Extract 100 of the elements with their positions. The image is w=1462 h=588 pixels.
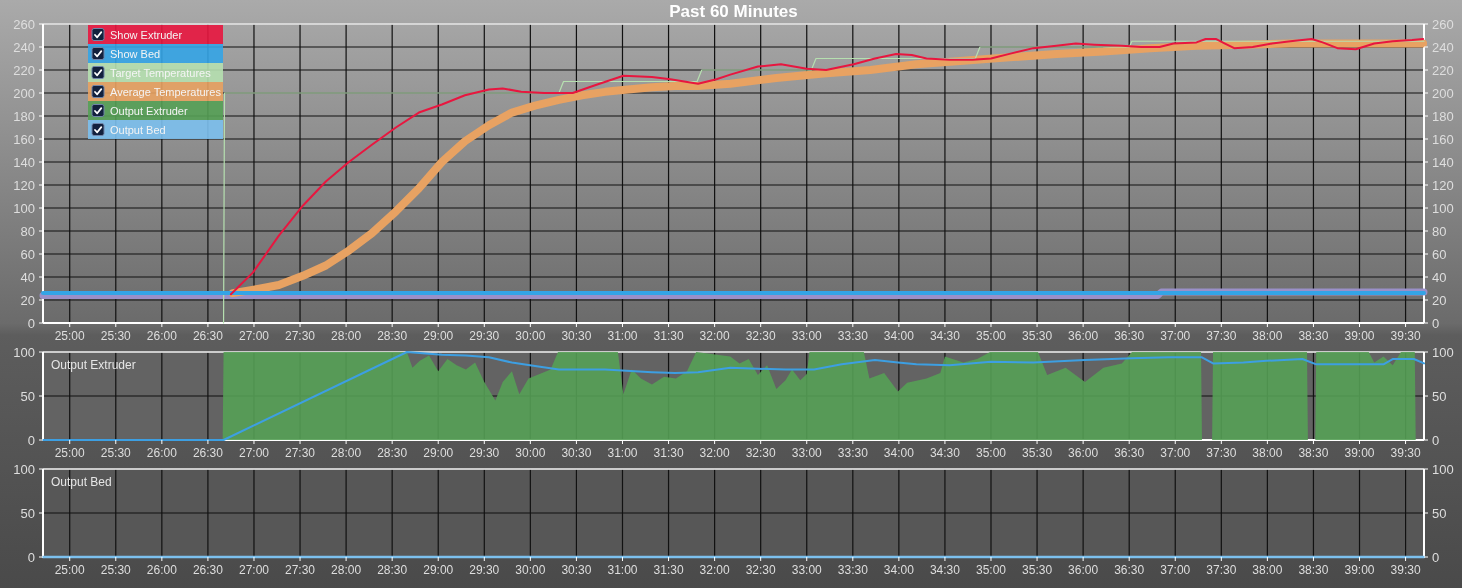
y2-tick-label: 40 — [1432, 269, 1447, 285]
y-tick-label: 140 — [13, 154, 35, 170]
y-tick-label: 0 — [27, 432, 35, 448]
x-tick-label: 27:00 — [238, 563, 270, 577]
x-tick-label: 26:00 — [146, 446, 178, 460]
x-tick-label: 30:30 — [561, 329, 592, 343]
x-tick-label: 29:00 — [423, 329, 454, 343]
x-tick-label: 36:00 — [1068, 329, 1099, 343]
text: Show Bed — [110, 47, 161, 60]
x-tick-label: 31:00 — [607, 329, 638, 343]
x-tick-label: 30:30 — [561, 563, 592, 577]
x-tick-label: 36:00 — [1068, 563, 1099, 577]
y-tick-label: 100 — [13, 200, 35, 216]
x-tick-label: 37:00 — [1160, 446, 1191, 460]
y-tick-label: 260 — [13, 16, 35, 32]
x-tick-label: 39:30 — [1390, 446, 1421, 460]
x-tick-label: 35:00 — [975, 563, 1007, 577]
x-tick-label: 33:30 — [837, 329, 869, 343]
x-tick-label: 28:30 — [377, 563, 408, 577]
x-tick-label: 29:00 — [423, 446, 454, 460]
x-tick-label: 30:00 — [515, 329, 546, 343]
y-tick-label: 80 — [20, 223, 35, 239]
x-tick-label: 30:30 — [561, 446, 592, 460]
x-tick-label: 28:30 — [377, 329, 408, 343]
text: Average Temperatures — [110, 85, 222, 98]
x-tick-label: 28:00 — [331, 563, 362, 577]
x-tick-label: 26:30 — [192, 446, 224, 460]
x-tick-label: 36:30 — [1114, 329, 1145, 343]
y-tick-label: 60 — [20, 246, 35, 262]
x-tick-label: 36:30 — [1114, 563, 1145, 577]
text: Output Bed — [51, 475, 112, 489]
y2-tick-label: 100 — [1432, 461, 1454, 477]
x-tick-label: 31:30 — [653, 446, 684, 460]
text: Output Bed — [110, 123, 166, 136]
x-tick-label: 37:00 — [1160, 329, 1191, 343]
y-tick-label: 50 — [20, 388, 35, 404]
x-tick-label: 27:30 — [285, 329, 316, 343]
x-tick-label: 25:30 — [100, 329, 132, 343]
x-tick-label: 36:00 — [1068, 446, 1099, 460]
series-label: Target Temperatures — [110, 66, 212, 79]
y-tick-label: 200 — [13, 85, 35, 101]
x-tick-label: 34:00 — [883, 446, 915, 460]
x-tick-label: 25:00 — [54, 329, 86, 343]
y2-tick-label: 80 — [1432, 223, 1447, 239]
x-tick-label: 33:30 — [837, 446, 869, 460]
x-tick-label: 33:00 — [791, 329, 823, 343]
y-tick-label: 220 — [13, 62, 35, 78]
x-tick-label: 26:00 — [146, 329, 178, 343]
x-tick-label: 34:30 — [929, 563, 961, 577]
y2-tick-label: 200 — [1432, 85, 1454, 101]
x-tick-label: 26:30 — [192, 329, 224, 343]
x-tick-label: 34:00 — [883, 329, 915, 343]
x-tick-label: 32:00 — [699, 329, 730, 343]
y2-tick-label: 0 — [1432, 432, 1440, 448]
x-tick-label: 28:00 — [331, 446, 362, 460]
y2-tick-label: 20 — [1432, 292, 1447, 308]
y2-tick-label: 260 — [1432, 16, 1454, 32]
x-tick-label: 33:30 — [837, 563, 869, 577]
x-tick-label: 38:00 — [1252, 563, 1283, 577]
x-tick-label: 35:30 — [1022, 329, 1053, 343]
x-tick-label: 37:00 — [1160, 563, 1191, 577]
x-tick-label: 39:30 — [1390, 329, 1421, 343]
y2-tick-label: 120 — [1432, 177, 1454, 193]
x-tick-label: 30:00 — [515, 563, 546, 577]
x-tick-label: 31:30 — [653, 329, 684, 343]
x-tick-label: 35:00 — [975, 329, 1007, 343]
x-tick-label: 26:00 — [146, 563, 178, 577]
y2-tick-label: 50 — [1432, 388, 1447, 404]
y2-tick-label: 140 — [1432, 154, 1454, 170]
x-tick-label: 33:00 — [791, 563, 823, 577]
x-tick-label: 39:30 — [1390, 563, 1421, 577]
text: Output Extruder — [51, 358, 136, 372]
x-tick-label: 30:00 — [515, 446, 546, 460]
y-tick-label: 100 — [13, 344, 35, 360]
text: Show Extruder — [110, 28, 183, 41]
x-tick-label: 28:30 — [377, 446, 408, 460]
x-tick-label: 29:30 — [469, 446, 500, 460]
y-tick-label: 100 — [13, 461, 35, 477]
x-tick-label: 25:30 — [100, 563, 132, 577]
chart-title: Past 60 Minutes — [669, 2, 798, 21]
x-tick-label: 31:30 — [653, 563, 684, 577]
y2-tick-label: 100 — [1432, 344, 1454, 360]
x-tick-label: 38:00 — [1252, 446, 1283, 460]
y2-tick-label: 100 — [1432, 200, 1454, 216]
x-tick-label: 36:30 — [1114, 446, 1145, 460]
x-tick-label: 34:00 — [883, 563, 915, 577]
x-tick-label: 38:30 — [1298, 446, 1329, 460]
x-tick-label: 27:30 — [285, 563, 316, 577]
x-tick-label: 29:00 — [423, 563, 454, 577]
x-tick-label: 32:30 — [745, 329, 777, 343]
y-tick-label: 40 — [20, 269, 35, 285]
y2-tick-label: 0 — [1432, 315, 1440, 331]
y-tick-label: 0 — [27, 549, 35, 565]
x-tick-label: 32:30 — [745, 446, 777, 460]
y2-tick-label: 240 — [1432, 39, 1454, 55]
y2-tick-label: 180 — [1432, 108, 1454, 124]
text: Output Extruder — [110, 104, 188, 117]
x-tick-label: 38:30 — [1298, 563, 1329, 577]
y-tick-label: 50 — [20, 505, 35, 521]
y2-tick-label: 0 — [1432, 549, 1440, 565]
